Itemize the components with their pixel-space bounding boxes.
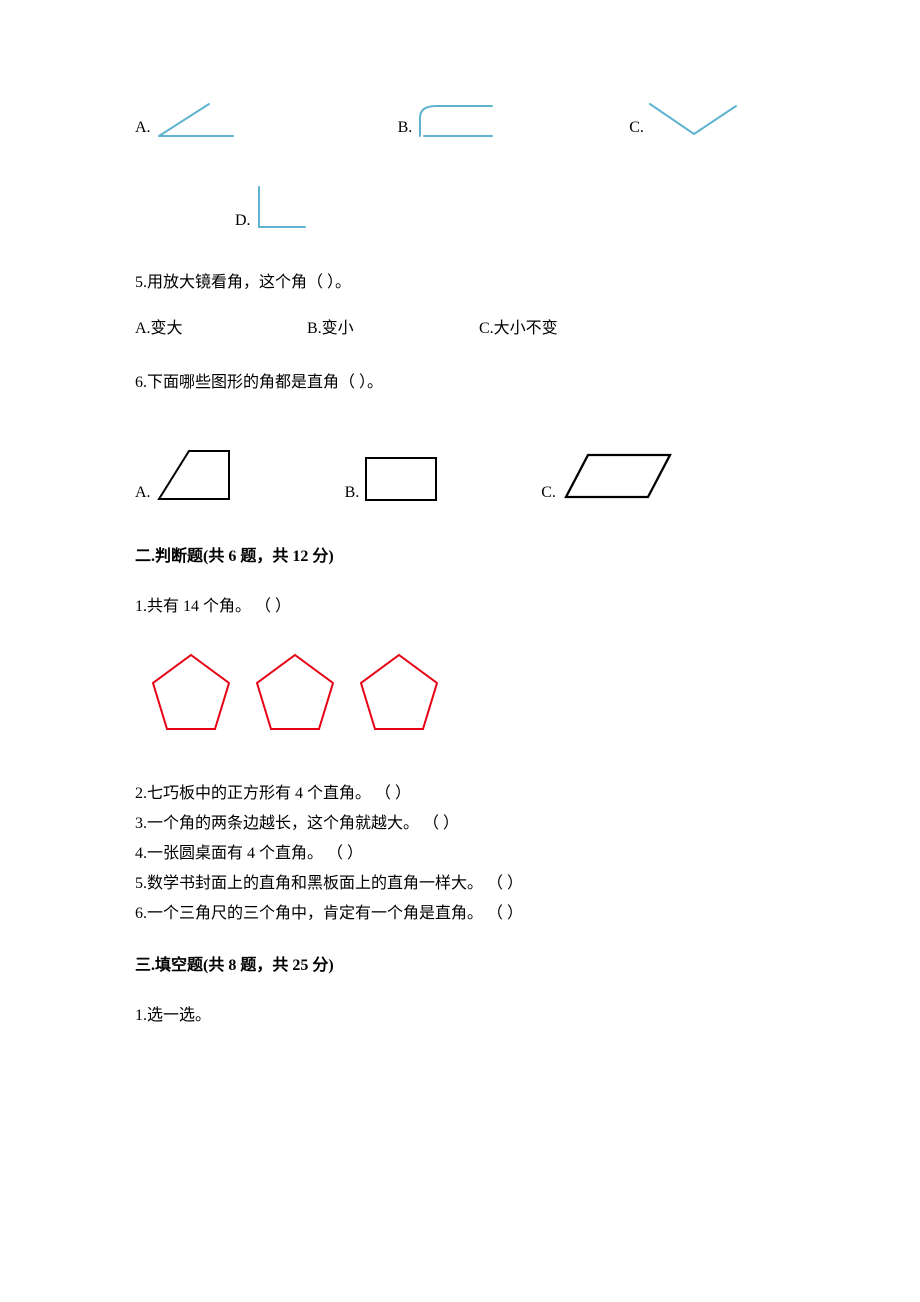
q6-option-c-label: C. — [541, 481, 556, 505]
q6-shape-c-rhombus — [558, 447, 678, 505]
pentagon-icon — [249, 649, 341, 737]
q4-shape-a-angle — [153, 100, 238, 140]
pentagon-row — [145, 649, 785, 737]
q5-option-a: A.变大 — [135, 317, 307, 341]
q6-option-a: A. — [135, 445, 235, 505]
q6-shape-b-rectangle — [361, 453, 441, 505]
q6-option-a-label: A. — [135, 481, 151, 505]
q4-shape-c-v — [646, 100, 741, 140]
q4-option-c: C. — [629, 100, 741, 140]
q4-shape-b-curve — [414, 102, 499, 140]
judge-q3: 3.一个角的两条边越长，这个角就越大。 （ ） — [135, 812, 785, 836]
q6-text: 6.下面哪些图形的角都是直角（ ）。 — [135, 371, 785, 395]
judge-q5: 5.数学书封面上的直角和黑板面上的直角一样大。 （ ） — [135, 872, 785, 896]
q5-option-b: B.变小 — [307, 317, 479, 341]
q6-option-b-label: B. — [345, 481, 360, 505]
section3-title: 三.填空题(共 8 题，共 25 分) — [135, 954, 785, 978]
q5-text: 5.用放大镜看角，这个角（ ）。 — [135, 271, 785, 295]
q4-option-d-label: D. — [235, 209, 251, 233]
judge-q1: 1.共有 14 个角。 （ ） — [135, 595, 785, 619]
q4-options-row-1: A. B. C. — [135, 100, 785, 140]
q4-shape-d-right-angle — [253, 185, 311, 233]
q4-option-a-label: A. — [135, 116, 151, 140]
section2-title: 二.判断题(共 6 题，共 12 分) — [135, 545, 785, 569]
q4-option-b-label: B. — [398, 116, 413, 140]
q6-option-b: B. — [345, 453, 442, 505]
fill-q1: 1.选一选。 — [135, 1004, 785, 1028]
q4-option-b: B. — [398, 102, 500, 140]
q4-option-d: D. — [235, 185, 311, 233]
judge-q6: 6.一个三角尺的三个角中，肯定有一个角是直角。 （ ） — [135, 902, 785, 926]
q4-options-row-2: D. — [235, 185, 785, 233]
pentagon-icon — [353, 649, 445, 737]
judge-q4: 4.一张圆桌面有 4 个直角。 （ ） — [135, 842, 785, 866]
q4-option-c-label: C. — [629, 116, 644, 140]
q5-options: A.变大 B.变小 C.大小不变 — [135, 317, 785, 341]
q4-option-a: A. — [135, 100, 238, 140]
q6-options-row: A. B. C. — [135, 445, 785, 505]
q6-shape-a-trapezoid — [153, 445, 235, 505]
q6-option-c: C. — [541, 447, 678, 505]
judge-q2: 2.七巧板中的正方形有 4 个直角。 （ ） — [135, 782, 785, 806]
q5-option-c: C.大小不变 — [479, 317, 558, 341]
pentagon-icon — [145, 649, 237, 737]
